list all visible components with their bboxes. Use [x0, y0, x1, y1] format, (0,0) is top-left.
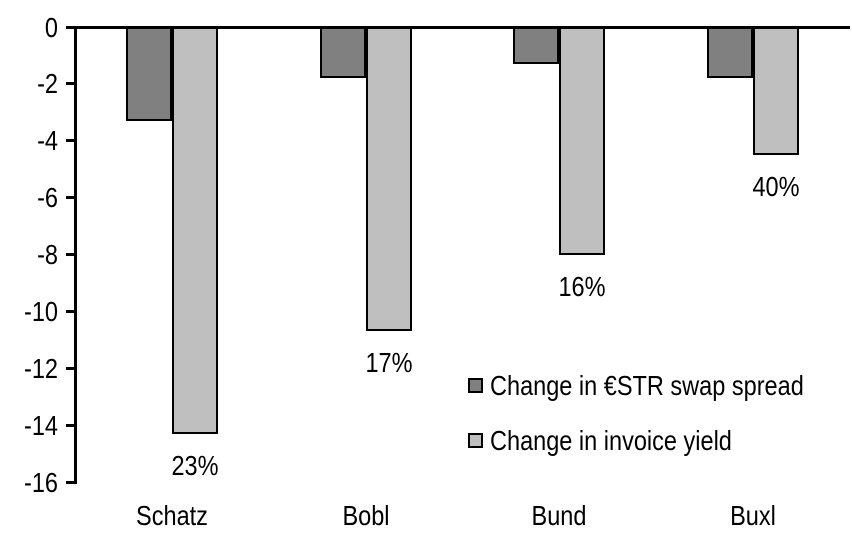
x-axis-zero-line: [66, 25, 850, 29]
bar-value-label: 23%: [171, 449, 219, 481]
bar-swap-spread-bund: [513, 27, 560, 64]
x-axis-category-label: Schatz: [135, 500, 208, 531]
bar-invoice-yield-bobl: [365, 27, 412, 332]
y-axis-label: -12: [24, 352, 58, 384]
y-axis-label: -2: [37, 68, 58, 100]
bar-value-label: 16%: [558, 270, 606, 302]
legend-marker-invoice-yield-icon: [468, 433, 483, 448]
legend-label-swap-spread: Change in €STR swap spread: [490, 370, 804, 401]
x-axis-category-label: Bund: [531, 500, 587, 531]
y-axis-label: -4: [37, 125, 58, 157]
y-axis-tick: [66, 82, 75, 86]
bar-invoice-yield-schatz: [171, 27, 218, 434]
y-axis-label: 0: [44, 11, 58, 43]
bar-value-label: 17%: [365, 347, 413, 379]
y-axis-label: -6: [37, 182, 58, 214]
y-axis-tick: [66, 196, 75, 200]
y-axis-label: -8: [37, 239, 58, 270]
y-axis-label: -14: [24, 409, 58, 441]
legend: Change in €STR swap spread Change in inv…: [468, 371, 852, 455]
bar-swap-spread-schatz: [125, 27, 172, 121]
y-axis-label: -10: [24, 295, 58, 327]
y-axis-tick: [66, 480, 75, 484]
bar-swap-spread-buxl: [707, 27, 754, 79]
y-axis-tick: [66, 309, 75, 313]
bar-invoice-yield-buxl: [753, 27, 800, 155]
legend-label-invoice-yield: Change in invoice yield: [490, 425, 732, 456]
legend-item-invoice-yield: Change in invoice yield: [468, 426, 852, 455]
legend-marker-swap-spread-icon: [468, 378, 483, 393]
bar-invoice-yield-bund: [559, 27, 606, 255]
y-axis-line: [74, 25, 77, 484]
x-axis-category-label: Bobl: [342, 500, 390, 531]
y-axis-tick: [66, 139, 75, 143]
y-axis-tick: [66, 253, 75, 256]
legend-item-swap-spread: Change in €STR swap spread: [468, 371, 852, 400]
y-axis-tick: [66, 423, 75, 427]
y-axis-label: -16: [24, 466, 58, 498]
bar-swap-spread-bobl: [319, 27, 366, 79]
y-axis-tick: [66, 366, 75, 370]
bar-value-label: 40%: [752, 170, 800, 202]
x-axis-category-label: Buxl: [730, 500, 777, 531]
